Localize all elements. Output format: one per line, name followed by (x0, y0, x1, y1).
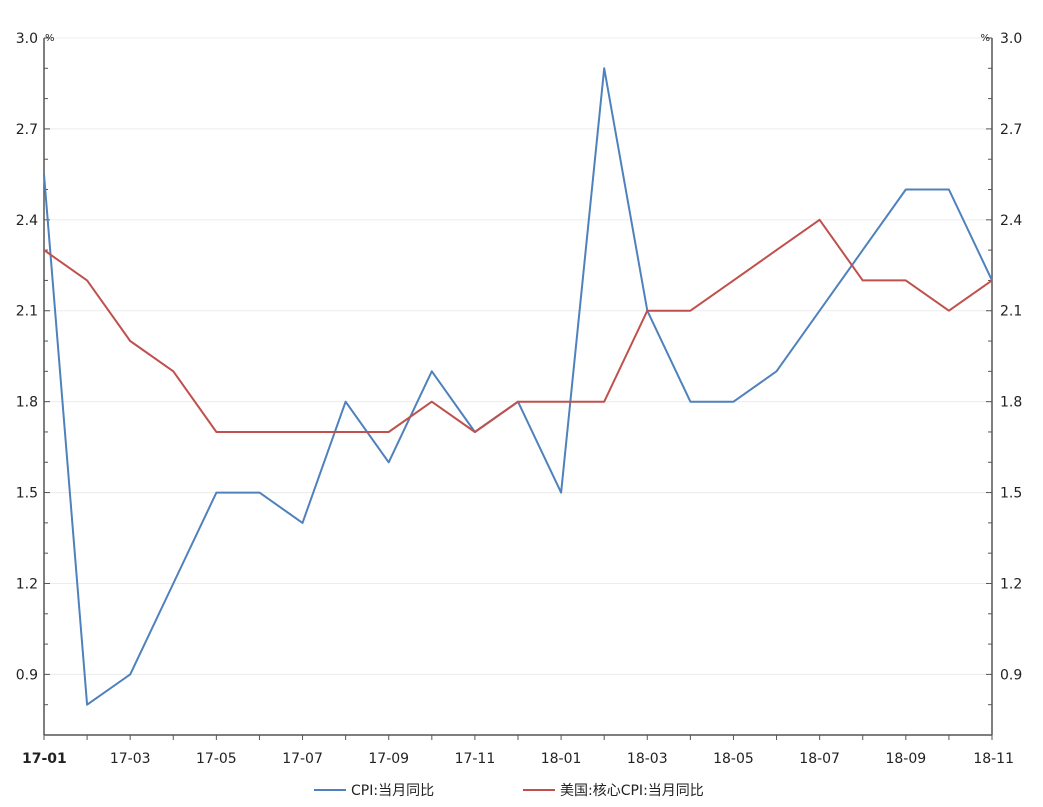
x-tick-label: 17-09 (368, 751, 409, 767)
y-left-tick-label: 0.9 (16, 667, 38, 683)
series-lines (43, 67, 993, 706)
y-right-tick-label: 1.8 (1000, 395, 1022, 411)
x-tick-label: 17-01 (22, 751, 67, 767)
y-left-tick-label: 1.8 (16, 395, 38, 411)
series-line-2 (43, 218, 993, 433)
x-tick-label: 18-11 (973, 751, 1014, 767)
grid-lines (44, 37, 992, 675)
y-right-tick-label: 1.2 (1000, 576, 1022, 592)
y-right-tick-label: 2.7 (1000, 122, 1022, 138)
y-right-tick-label: 3.0 (1000, 31, 1022, 47)
x-tick-label: 17-03 (110, 751, 151, 767)
y-left-tick-label: 1.5 (16, 486, 38, 502)
y-left-tick-label: 2.4 (16, 213, 38, 229)
series-line-1 (43, 67, 993, 706)
x-tick-label: 17-07 (282, 751, 323, 767)
y-right-tick-label: 2.4 (1000, 213, 1022, 229)
legend-label-1: CPI:当月同比 (351, 783, 434, 799)
legend: CPI:当月同比 美国:核心CPI:当月同比 (314, 783, 704, 799)
y-left-unit-label: % (45, 33, 55, 44)
x-tick-label: 17-11 (455, 751, 496, 767)
x-tick-label: 18-01 (541, 751, 582, 767)
legend-label-2: 美国:核心CPI:当月同比 (560, 783, 704, 799)
x-tick-label: 18-03 (627, 751, 668, 767)
y-left-tick-label: 2.1 (16, 304, 38, 320)
y-right-tick-label: 2.1 (1000, 304, 1022, 320)
x-tick-label: 18-09 (885, 751, 926, 767)
y-right-tick-label: 1.5 (1000, 486, 1022, 502)
y-right-tick-label: 0.9 (1000, 667, 1022, 683)
x-tick-label: 18-07 (799, 751, 840, 767)
y-left-tick-label: 3.0 (16, 31, 38, 47)
y-left-tick-label: 2.7 (16, 122, 38, 138)
axes: 0.9 0.9 1.2 1.2 1.5 1.5 1.8 1.8 2.1 2.1 2.4 2.4 2.7 2… (16, 31, 1023, 767)
y-right-unit-label: % (980, 33, 990, 44)
x-tick-label: 17-05 (196, 751, 237, 767)
y-left-tick-label: 1.2 (16, 576, 38, 592)
x-tick-label: 18-05 (713, 751, 754, 767)
